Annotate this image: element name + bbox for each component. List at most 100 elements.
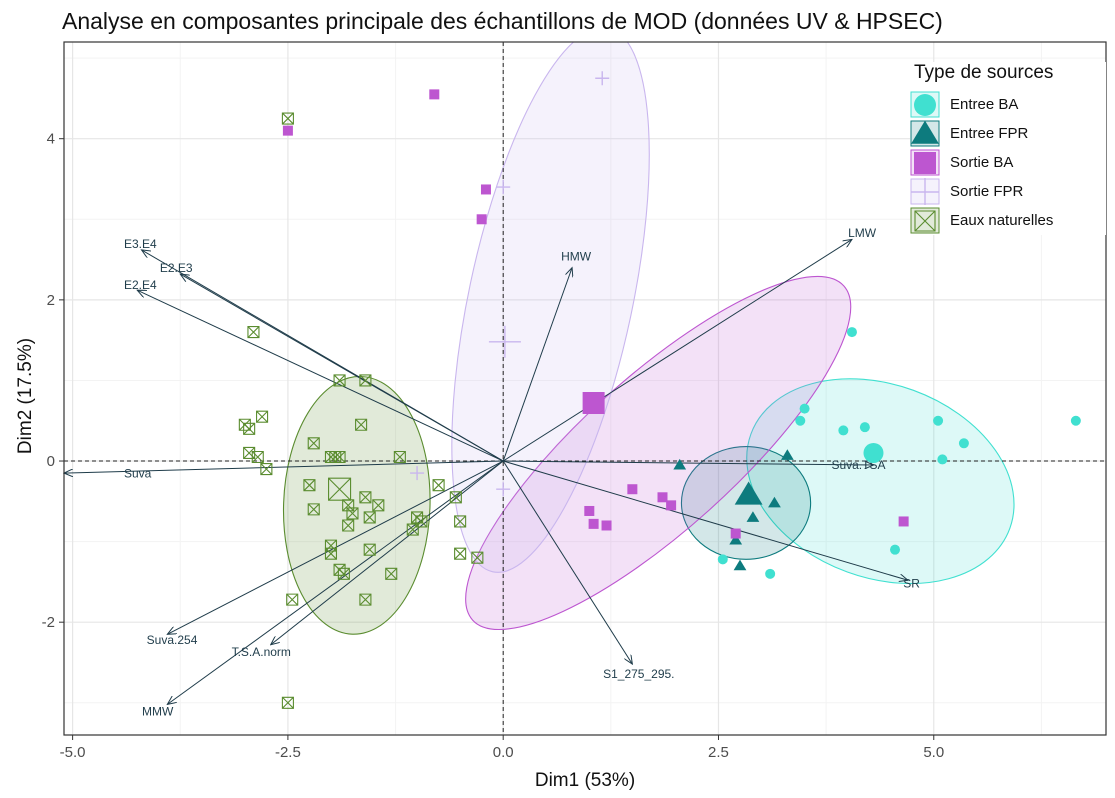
chart-title: Analyse en composantes principale des éc… [62,8,943,34]
legend-marker-entree-ba [914,94,936,116]
ellipse-sortie-fpr [451,42,650,573]
point-eaux-naturelles [337,567,350,580]
arrow-hmw [502,268,572,462]
confidence-ellipses [282,42,1015,635]
series-eaux-naturelles [238,112,484,709]
point-eaux-naturelles [307,437,320,450]
point-eaux-naturelles [286,593,299,606]
point-sortie-ba [480,184,491,195]
point-eaux-naturelles [406,523,419,536]
arrow-e2-e3 [180,274,504,462]
point-entree-fpr [746,511,760,522]
point-sortie-ba [282,125,293,136]
variable-label-e3-e4: E3.E4 [124,237,157,251]
point-sortie-ba [588,518,599,529]
y-tick-label: -2 [42,614,55,631]
axis-ticks: -5.0 -2.5 0.0 2.5 5.0 -2 0 2 4 [42,131,945,761]
x-tick-label: -2.5 [275,744,301,761]
series-entree-fpr [673,449,794,571]
point-entree-ba [765,568,776,579]
point-entree-ba [958,438,969,449]
point-eaux-naturelles [454,547,467,560]
arrow-t-s-a-norm [271,460,504,645]
centroid-eaux-naturelles [328,477,352,501]
y-axis-title: Dim2 (17.5%) [15,338,36,454]
variable-label-mmw: MMW [142,704,174,718]
legend-key-entree-ba [910,91,940,118]
point-eaux-naturelles [363,543,376,556]
point-eaux-naturelles [256,410,269,423]
point-entree-ba [859,422,870,433]
point-eaux-naturelles [260,463,273,476]
legend-marker-sortie-ba [914,152,936,174]
point-eaux-naturelles [324,547,338,560]
point-sortie-fpr [496,482,511,497]
ellipse-entree-ba [746,378,1015,585]
point-entree-ba [933,415,944,426]
point-eaux-naturelles [471,551,484,564]
ellipse-eaux-naturelles [282,375,431,635]
legend-marker-entree-fpr [911,120,939,144]
point-sortie-ba [584,505,595,516]
arrow-e2-e4 [137,290,504,462]
point-entree-ba [890,544,901,555]
legend-key-sortie-ba [910,149,940,176]
point-eaux-naturelles [251,450,264,464]
variable-label-suva: Suva [124,466,152,480]
series-sortie-ba [282,89,909,539]
point-eaux-naturelles [385,567,398,580]
point-eaux-naturelles [372,499,385,512]
point-entree-fpr [729,533,743,545]
arrow-s1-275-295 [502,460,632,664]
zero-lines [64,42,1106,735]
arrow-lmw [502,239,852,462]
legend-item-sortie-ba: Sortie BA [910,148,1106,177]
point-sortie-fpr [496,180,511,195]
point-entree-fpr [673,458,687,470]
point-eaux-naturelles [449,491,462,504]
point-eaux-naturelles [359,374,372,387]
panel-border [63,41,1107,736]
point-sortie-fpr [410,466,425,481]
legend-label: Entree BA [950,96,1019,113]
point-eaux-naturelles [333,450,346,464]
legend-item-eaux-naturelles: Eaux naturelles [910,206,1106,235]
y-tick-label: 0 [47,453,55,470]
point-entree-ba [838,425,849,436]
point-eaux-naturelles [333,374,346,387]
point-sortie-ba [627,484,638,495]
legend-item-entree-ba: Entree BA [910,90,1106,119]
point-eaux-naturelles [355,418,368,431]
point-entree-ba [1070,415,1081,426]
point-sortie-ba [657,492,668,503]
variable-label-hmw: HMW [561,249,592,263]
legend: Type de sources Entree BA Entree FPR Sorti… [910,62,1106,235]
legend-label: Sortie FPR [950,183,1024,200]
point-eaux-naturelles [247,326,260,339]
point-eaux-naturelles [243,446,256,460]
point-eaux-naturelles [363,511,376,524]
y-tick-label: 2 [47,292,55,309]
arrow-suva-tsa [503,460,873,465]
point-eaux-naturelles [307,503,320,516]
variable-label-e2-e4: E2.E4 [124,278,157,292]
point-sortie-fpr [595,71,610,86]
variable-label-lmw: LMW [848,226,877,240]
x-axis-title: Dim1 (53%) [535,770,635,791]
legend-label: Sortie BA [950,154,1014,171]
point-entree-ba [799,403,810,414]
x-tick-label: 0.0 [493,744,514,761]
centroid-sortie-fpr [488,325,521,358]
legend-key-eaux-naturelles [910,207,940,234]
ellipse-sortie-ba [465,275,852,631]
point-eaux-naturelles [432,479,445,492]
legend-label: Entree FPR [950,125,1029,142]
legend-marker-eaux-naturelles [914,210,936,232]
centroid-entree-ba [863,442,884,463]
point-eaux-naturelles [393,450,406,464]
point-sortie-ba [476,214,487,225]
legend-label: Eaux naturelles [950,212,1054,229]
legend-item-sortie-fpr: Sortie FPR [910,177,1106,206]
point-eaux-naturelles [342,519,355,532]
